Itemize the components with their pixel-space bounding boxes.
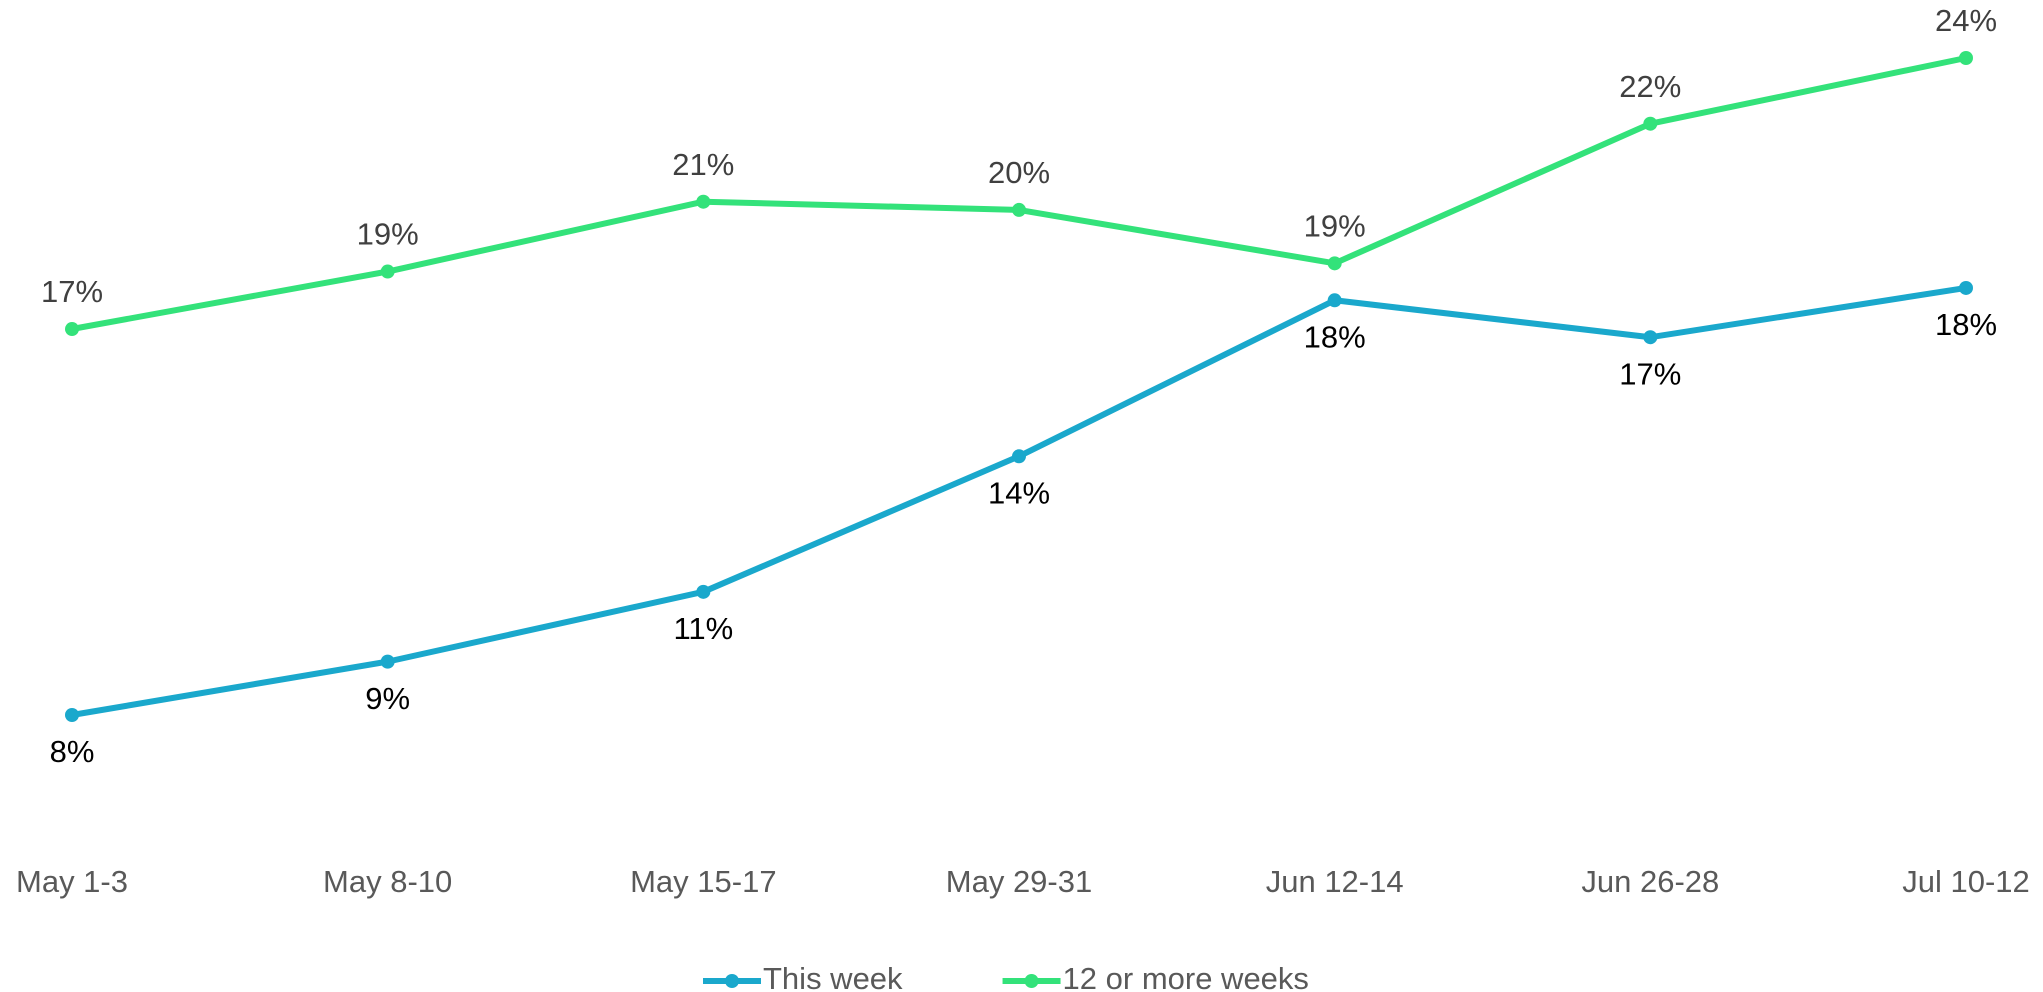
x-tick-label: May 8-10 <box>323 864 452 899</box>
data-point <box>65 708 79 722</box>
data-label: 19% <box>1304 209 1366 244</box>
x-tick-label: May 15-17 <box>630 864 776 899</box>
series-line <box>71 55 1967 332</box>
data-label: 22% <box>1619 69 1681 104</box>
legend-label: This week <box>763 961 903 992</box>
data-point <box>1959 51 1973 65</box>
data-label: 21% <box>672 147 734 182</box>
x-tick-label: May 1-3 <box>16 864 128 899</box>
data-label: 14% <box>988 475 1050 510</box>
data-label: 18% <box>1935 307 1997 342</box>
data-label: 17% <box>41 274 103 309</box>
data-label: 8% <box>50 734 95 769</box>
x-tick-label: Jul 10-12 <box>1902 864 2030 899</box>
data-point <box>1327 293 1342 308</box>
x-tick-label: May 29-31 <box>946 864 1092 899</box>
data-point <box>1012 202 1026 217</box>
data-label: 20% <box>988 155 1050 190</box>
data-point <box>696 584 711 599</box>
legend-label: 12 or more weeks <box>1063 961 1309 992</box>
legend-marker <box>725 974 739 988</box>
data-point <box>65 322 79 337</box>
data-point <box>380 654 395 669</box>
data-label: 11% <box>673 611 733 646</box>
data-point <box>696 194 711 209</box>
data-label: 24% <box>1935 3 1997 38</box>
legend-marker <box>1024 974 1039 988</box>
x-tick-label: Jun 12-14 <box>1266 864 1404 899</box>
data-point <box>1012 449 1026 464</box>
data-point <box>1643 330 1658 345</box>
data-label: 17% <box>1619 356 1681 391</box>
data-label: 9% <box>365 681 410 716</box>
x-tick-label: Jun 26-28 <box>1581 864 1719 899</box>
data-point <box>1959 280 1973 295</box>
data-point <box>1643 116 1658 131</box>
data-point <box>380 264 395 279</box>
data-label: 18% <box>1304 319 1366 354</box>
data-point <box>1327 256 1342 271</box>
data-label: 19% <box>357 217 419 252</box>
